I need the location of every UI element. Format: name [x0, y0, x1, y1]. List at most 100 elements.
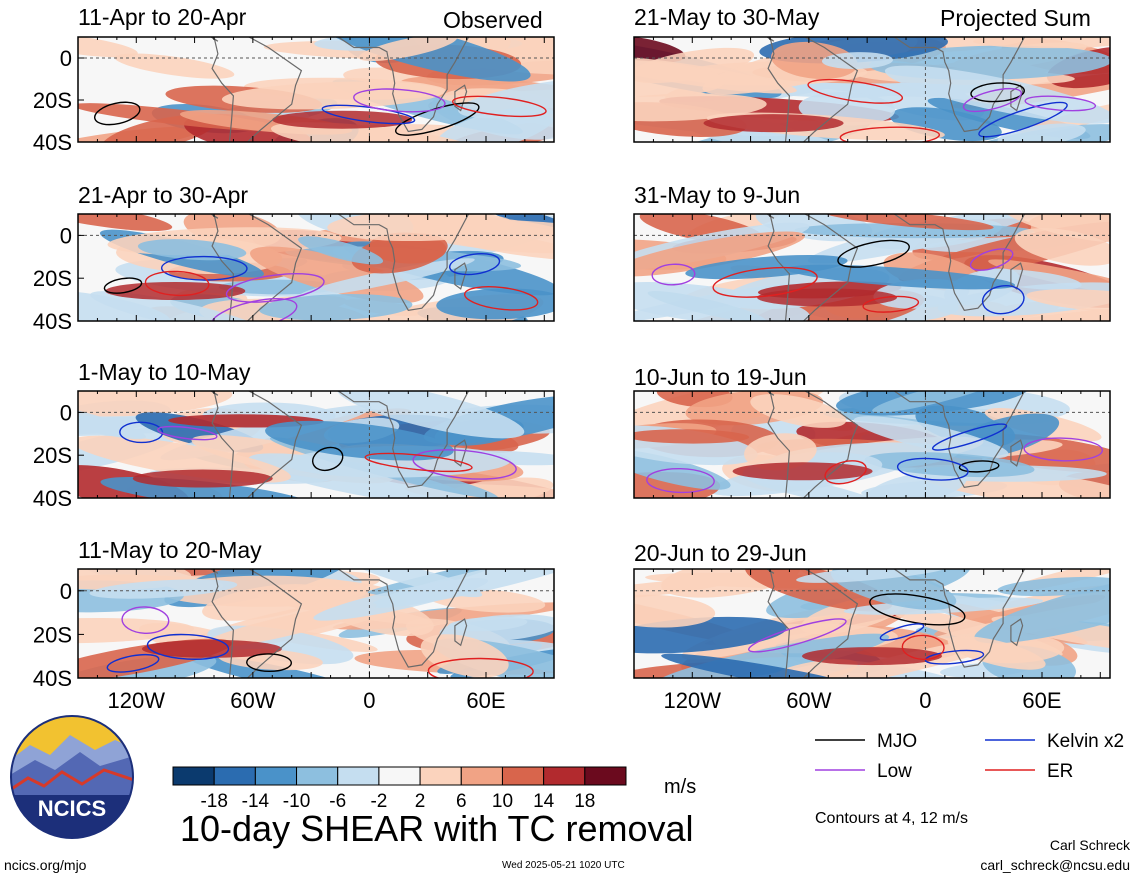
shear-patch [202, 584, 326, 621]
south-america-outline [211, 214, 303, 321]
central-america-outline [766, 391, 775, 396]
contour-mjo [958, 460, 1000, 473]
y-tick-label: 40S [33, 666, 72, 691]
shear-patch [89, 579, 238, 599]
africa-outline [893, 214, 1026, 311]
madagascar-outline [1010, 618, 1024, 647]
y-tick-label: 40S [33, 486, 72, 511]
author-email[interactable]: carl_schreck@ncsu.edu [980, 857, 1130, 873]
shear-maximum [132, 469, 273, 488]
shear-patch [1026, 289, 1110, 313]
colorbar-tick-label: 2 [415, 791, 426, 812]
x-tick-label: 60W [786, 688, 831, 713]
colorbar-swatch [337, 766, 380, 786]
africa-outline [893, 569, 1026, 668]
contour-er [824, 460, 867, 485]
colorbar-swatch [172, 766, 215, 786]
shear-patch [437, 477, 554, 498]
contour-er [901, 634, 945, 660]
madagascar-outline [1010, 439, 1024, 467]
contour-kelvin-x2 [924, 649, 985, 665]
shear-maximum [703, 114, 844, 133]
madagascar-outline [454, 618, 468, 647]
panel-5 [634, 37, 1110, 142]
colorbar-tick-label: 6 [456, 791, 467, 812]
shear-patch [785, 264, 1016, 290]
panel-frame [633, 568, 1111, 679]
shear-patch [458, 76, 554, 119]
contour-kelvin-x2 [879, 623, 925, 641]
shear-patch [78, 569, 192, 590]
contour-low [969, 248, 1014, 271]
contour-kelvin-x2 [106, 653, 160, 673]
y-tick-label: 0 [60, 579, 72, 604]
panel-4 [78, 569, 554, 678]
contour-low [1023, 437, 1104, 462]
colorbar-swatch [460, 766, 503, 786]
contour-mjo [970, 82, 1025, 103]
contour-low [121, 606, 170, 635]
shear-patch [655, 633, 890, 678]
contour-er [712, 266, 818, 298]
south-america-outline [767, 214, 859, 321]
contour-mjo [311, 446, 344, 472]
contour-mjo [103, 277, 143, 294]
central-america-outline [210, 214, 219, 219]
panel-title-4: 11-May to 20-May [78, 537, 262, 563]
colorbar-tick-label: 10 [492, 791, 513, 812]
shear-maximum [732, 462, 873, 481]
ncics-logo: NCICS [10, 715, 134, 839]
contour-low [210, 298, 298, 321]
madagascar-outline [454, 262, 468, 290]
contour-er [144, 270, 210, 297]
shear-patch [336, 391, 525, 439]
panel-title-8: 20-Jun to 29-Jun [634, 540, 807, 566]
shear-patch [995, 214, 1110, 243]
legend-label: MJO [877, 731, 917, 752]
shear-maximum [105, 281, 246, 300]
x-tick-label: 0 [919, 688, 931, 713]
contour-mjo [869, 593, 966, 626]
shear-patch [137, 239, 247, 261]
shear-patch [634, 231, 806, 277]
shear-maximum [757, 288, 898, 307]
contour-er [364, 452, 473, 473]
colorbar-swatch [584, 766, 627, 786]
colorbar-swatch [419, 766, 462, 786]
author-name: Carl Schreck [1049, 837, 1130, 853]
panel-frame [77, 36, 555, 143]
map-panels [77, 36, 1111, 679]
panel-title-7: 10-Jun to 19-Jun [634, 364, 807, 390]
shear-patch [864, 452, 1035, 478]
shear-patch [750, 394, 847, 428]
colorbar-tick-label: -10 [283, 791, 310, 812]
y-tick-label: 20S [33, 88, 72, 113]
legend-label: Kelvin x2 [1047, 731, 1124, 752]
shear-patch [90, 291, 268, 321]
shear-patch [265, 420, 454, 461]
x-tick-label: 120W [664, 688, 722, 713]
colorbar-swatch [378, 766, 421, 786]
shear-patch [947, 636, 1046, 670]
site-link[interactable]: ncics.org/mjo [4, 857, 87, 873]
shear-patch [770, 659, 858, 678]
logo-text: NCICS [38, 796, 106, 821]
contour-mjo [246, 653, 293, 673]
colorbar-swatch [213, 766, 256, 786]
contour-kelvin-x2 [448, 252, 501, 276]
shear-maximum [272, 110, 413, 129]
contour-low [651, 263, 696, 286]
contour-low [157, 425, 218, 441]
shear-patch [634, 429, 750, 444]
contour-kelvin-x2 [896, 457, 969, 481]
south-america-outline [211, 37, 303, 142]
x-tick-label: 60E [1022, 688, 1061, 713]
corner-label-observed: Observed [443, 7, 543, 33]
contour-er [427, 657, 534, 678]
shear-patch [973, 37, 1110, 49]
contour-mjo [395, 102, 480, 136]
y-tick-label: 20S [33, 266, 72, 291]
colorbar-tick-label: 14 [533, 791, 555, 812]
shear-patch [78, 288, 171, 321]
